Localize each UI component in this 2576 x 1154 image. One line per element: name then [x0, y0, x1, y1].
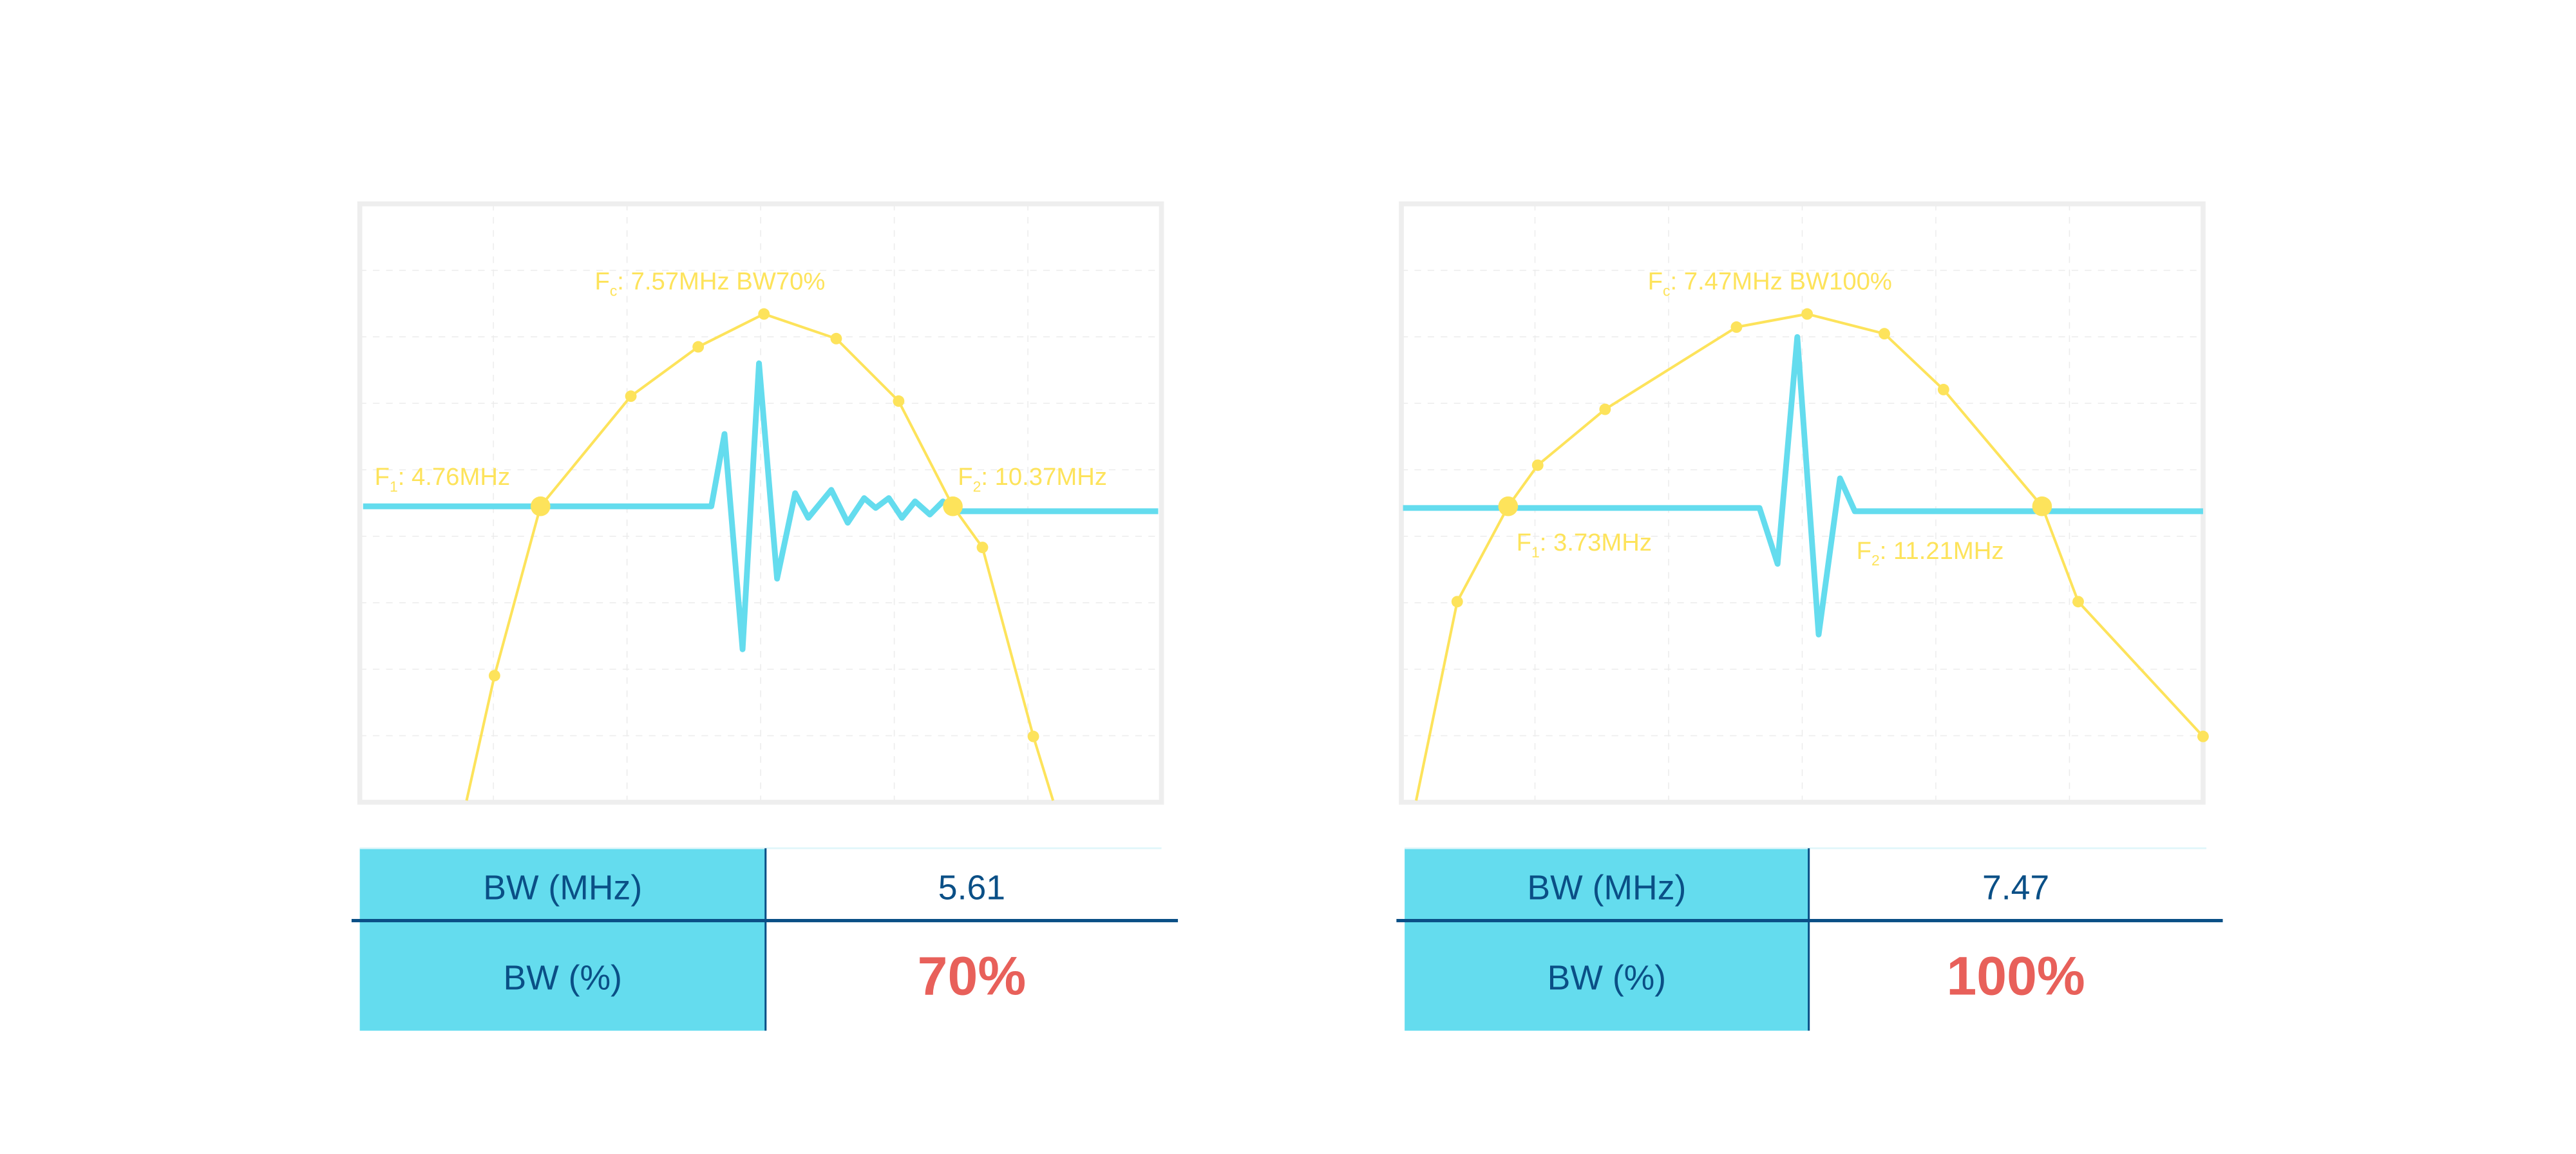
chart-1: Fc: 7.57MHz BW70% F1: 4.76MHz F2: 10.37MHz	[357, 201, 1164, 805]
value-bw-percent: 70%	[918, 945, 1026, 1006]
bandwidth-table: BW (MHz) 5.61 BW (%) 70%	[351, 847, 1179, 1031]
f1-label: F1: 3.73MHz	[1517, 529, 1652, 560]
value-bw-mhz: 5.61	[938, 868, 1005, 907]
frequency-response-line	[1414, 312, 2204, 801]
data-point	[1599, 403, 1611, 415]
f1-label: F1: 4.76MHz	[375, 463, 510, 495]
chart-2: Fc: 7.47MHz BW100% F1: 3.73MHz F2: 11.21MH…	[1399, 201, 2209, 805]
data-point	[1730, 321, 1743, 333]
data-point	[2072, 596, 2084, 608]
cutoff-point	[1498, 496, 1519, 516]
data-point	[758, 308, 770, 320]
pulse-waveform	[363, 360, 1159, 652]
f2-label: F2: 10.37MHz	[958, 463, 1107, 495]
data-point	[976, 542, 989, 553]
data-point	[1879, 328, 1890, 340]
bandwidth-table: BW (MHz) 7.47 BW (%) 100%	[1396, 847, 2223, 1031]
data-point	[893, 395, 905, 407]
data-point	[1531, 459, 1544, 471]
row-label-bw-mhz: BW (MHz)	[1527, 868, 1686, 907]
data-point	[2197, 730, 2209, 743]
plot-frame	[357, 201, 1164, 805]
frequency-response-line	[465, 312, 1055, 801]
value-bw-percent: 100%	[1946, 945, 2085, 1006]
cutoff-point	[530, 496, 551, 516]
row-label-bw-percent: BW (%)	[1548, 959, 1666, 998]
data-point	[1027, 730, 1039, 743]
fc-label: Fc: 7.57MHz BW70%	[594, 267, 825, 299]
f2-label: F2: 11.21MHz	[1857, 537, 2004, 569]
data-point	[1937, 384, 1949, 395]
data-point	[692, 341, 705, 353]
data-point	[830, 332, 842, 345]
data-point	[488, 670, 500, 682]
cutoff-point	[2032, 496, 2052, 516]
row-label-bw-percent: BW (%)	[503, 959, 621, 998]
table-header-column	[1405, 848, 1809, 1031]
pulse-waveform	[1403, 334, 2203, 638]
fc-label: Fc: 7.47MHz BW100%	[1648, 267, 1892, 299]
data-point	[1801, 308, 1814, 320]
cutoff-point	[943, 496, 963, 516]
data-point	[1451, 596, 1463, 608]
table-header-column	[359, 848, 766, 1031]
row-label-bw-mhz: BW (MHz)	[483, 868, 642, 907]
plot-frame	[1399, 201, 2206, 805]
value-bw-mhz: 7.47	[1982, 868, 2049, 907]
data-point	[625, 390, 637, 402]
